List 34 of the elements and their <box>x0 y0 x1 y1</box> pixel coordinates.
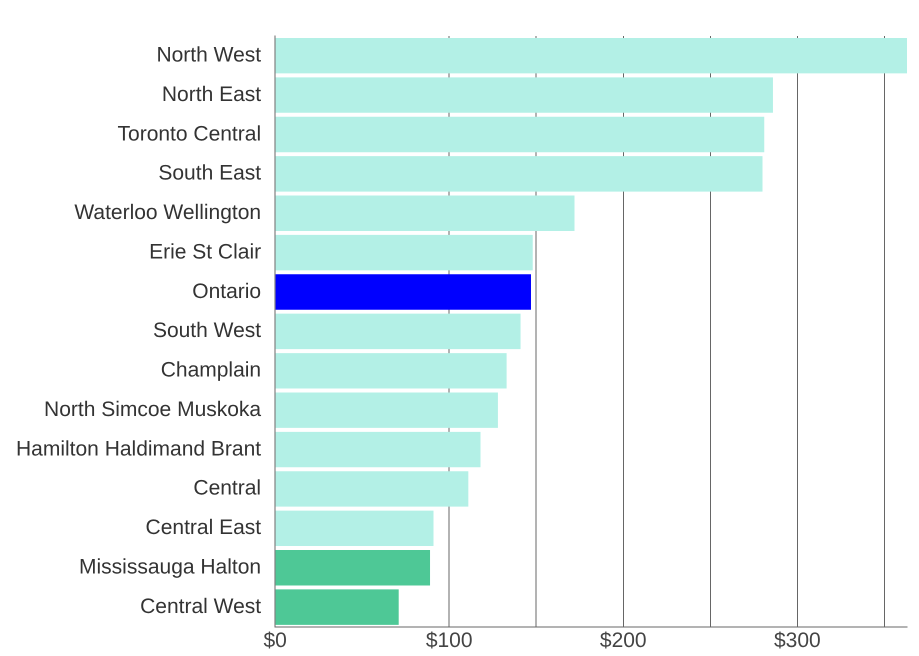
y-tick-label: Central West <box>140 594 262 618</box>
bar <box>276 589 399 625</box>
bar <box>276 471 468 507</box>
y-tick-label: South East <box>158 162 262 185</box>
y-tick-label: South West <box>152 319 262 342</box>
y-tick-label: Central <box>193 476 262 500</box>
y-tick-label: Waterloo Wellington <box>74 201 262 224</box>
bar <box>276 196 575 231</box>
x-tick-label: $100 <box>426 629 473 652</box>
bar <box>276 353 507 389</box>
bar <box>276 77 773 113</box>
x-tick-label: $300 <box>774 629 821 652</box>
y-tick-label: Mississauga Halton <box>79 556 262 579</box>
bar <box>276 156 763 192</box>
bar <box>276 510 434 546</box>
bar <box>276 314 521 350</box>
bar <box>276 116 764 152</box>
bar <box>276 432 481 468</box>
y-tick-label: Hamilton Haldimand Brant <box>16 437 262 460</box>
y-tick-label: North West <box>156 43 262 66</box>
y-tick-label: Champlain <box>160 358 262 382</box>
y-tick-label: Central East <box>146 516 262 540</box>
y-tick-label: Toronto Central <box>118 122 262 146</box>
y-tick-label: Ontario <box>192 280 262 303</box>
bar <box>276 234 533 270</box>
bar <box>276 38 907 74</box>
y-tick-label: Erie St Clair <box>149 240 262 264</box>
y-tick-label: North Simcoe Muskoka <box>44 398 262 421</box>
bar <box>276 550 430 586</box>
bar <box>276 274 531 310</box>
x-tick-label: $200 <box>600 629 647 652</box>
bar <box>276 392 498 428</box>
x-tick-label: $0 <box>263 629 287 652</box>
y-tick-label: North East <box>162 82 262 106</box>
